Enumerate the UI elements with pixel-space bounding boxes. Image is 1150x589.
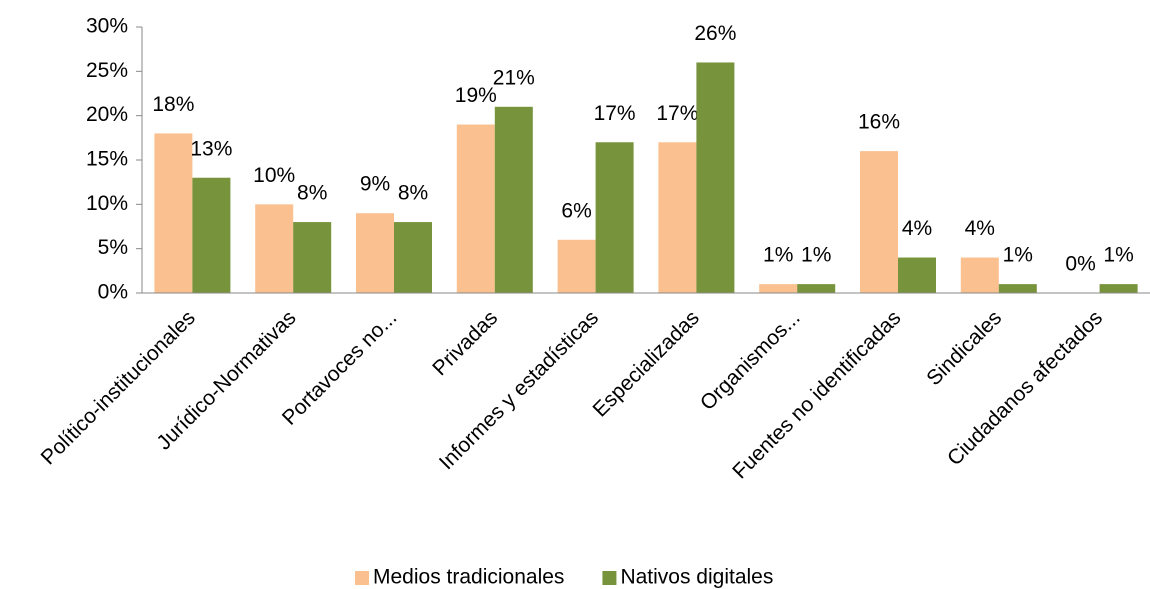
- y-tick-label: 15%: [86, 148, 128, 171]
- bar: [595, 142, 634, 293]
- data-label: 1%: [1103, 244, 1133, 267]
- data-label: 4%: [902, 217, 932, 240]
- data-label: 1%: [801, 244, 831, 267]
- y-tick-label: 25%: [86, 59, 128, 82]
- bar: [759, 284, 798, 293]
- x-tick-label: Organismos...: [696, 306, 805, 415]
- bar: [394, 222, 432, 293]
- y-tick-label: 30%: [86, 15, 128, 38]
- x-tick-label: Privadas: [428, 306, 502, 380]
- data-label: 6%: [561, 199, 591, 222]
- bar: [557, 239, 596, 293]
- data-label: 17%: [594, 102, 636, 125]
- bar: [696, 62, 735, 293]
- data-label: 16%: [858, 111, 900, 134]
- legend-swatch: [355, 571, 369, 585]
- data-label: 17%: [656, 102, 698, 125]
- data-label: 1%: [1003, 244, 1033, 267]
- bar: [456, 124, 495, 294]
- bar: [154, 133, 193, 293]
- bar: [1099, 284, 1138, 293]
- data-label: 18%: [152, 93, 194, 116]
- legend-label: Nativos digitales: [620, 566, 773, 589]
- data-label: 19%: [455, 84, 497, 107]
- legend-label: Medios tradicionales: [373, 566, 564, 589]
- data-label: 8%: [398, 182, 428, 205]
- bar: [293, 222, 332, 293]
- y-tick-label: 5%: [98, 236, 128, 259]
- y-tick-label: 0%: [98, 281, 128, 304]
- data-label: 1%: [763, 244, 793, 267]
- data-label: 0%: [1065, 253, 1095, 276]
- data-label: 4%: [965, 217, 995, 240]
- bar: [797, 284, 836, 293]
- bar: [898, 257, 936, 293]
- bar: [192, 177, 231, 293]
- legend-swatch: [602, 571, 617, 585]
- y-tick-label: 20%: [86, 103, 128, 126]
- bar: [960, 257, 999, 293]
- bar: [356, 213, 394, 293]
- data-label: 10%: [253, 164, 295, 187]
- bar: [494, 106, 533, 293]
- y-tick-label: 10%: [86, 192, 128, 215]
- x-tick-label: Fuentes no identificadas: [728, 306, 905, 483]
- x-tick-label: Especializadas: [589, 306, 704, 421]
- data-label: 26%: [694, 22, 736, 45]
- data-label: 9%: [360, 173, 390, 196]
- data-label: 21%: [493, 66, 535, 89]
- bar: [998, 284, 1037, 293]
- data-label: 13%: [190, 137, 232, 160]
- bar: [255, 204, 294, 293]
- bar: [658, 142, 697, 293]
- x-tick-label: Sindicales: [922, 306, 1006, 390]
- bar: [860, 151, 898, 293]
- data-label: 8%: [297, 182, 327, 205]
